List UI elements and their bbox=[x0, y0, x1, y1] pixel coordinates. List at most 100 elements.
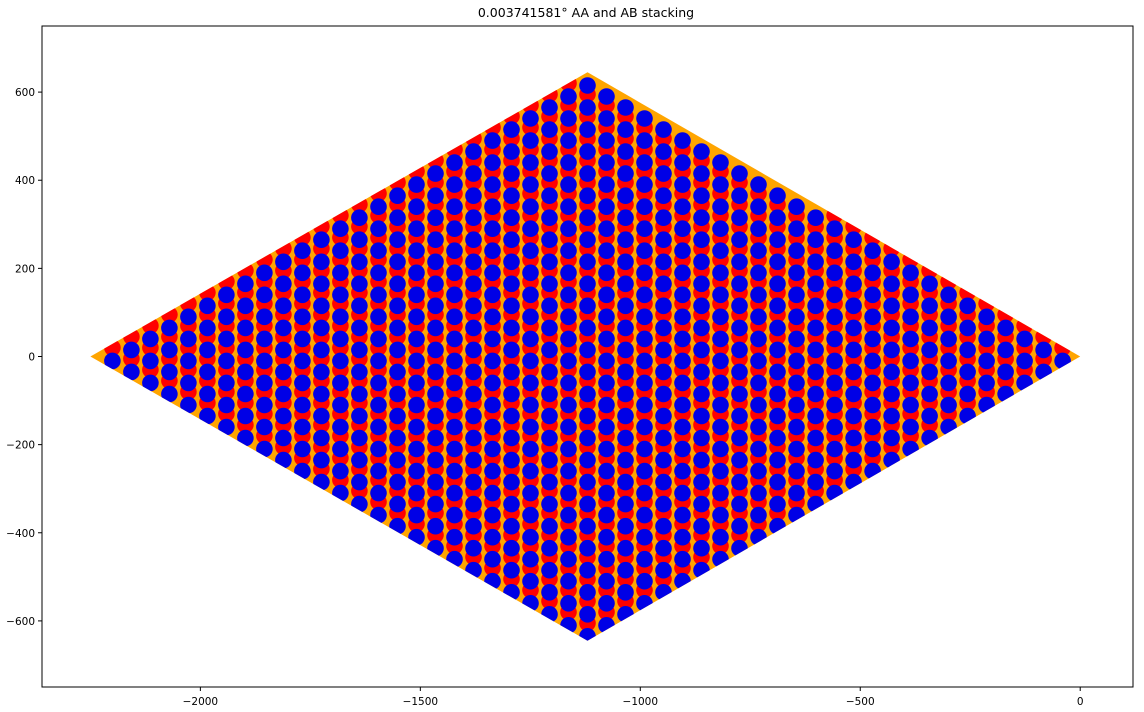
data-point bbox=[750, 506, 767, 524]
data-point bbox=[522, 418, 539, 436]
data-point bbox=[503, 187, 520, 204]
x-axis: −2000 −1500 −1000 −500 0 bbox=[183, 687, 1084, 708]
data-point bbox=[313, 319, 330, 337]
data-point bbox=[636, 440, 653, 458]
data-point bbox=[845, 297, 862, 315]
data-point bbox=[598, 198, 615, 215]
data-point bbox=[465, 561, 482, 579]
data-point bbox=[389, 407, 406, 425]
data-point bbox=[237, 297, 254, 315]
data-point bbox=[997, 341, 1014, 359]
data-point bbox=[731, 407, 748, 425]
data-point bbox=[427, 319, 444, 337]
data-point bbox=[674, 308, 691, 326]
data-point bbox=[636, 330, 653, 348]
data-point bbox=[256, 286, 273, 304]
data-point bbox=[598, 132, 615, 149]
data-point bbox=[446, 550, 463, 568]
data-point bbox=[959, 341, 976, 359]
data-point bbox=[389, 275, 406, 293]
data-point bbox=[446, 220, 463, 237]
data-point bbox=[617, 363, 634, 381]
data-point bbox=[579, 363, 596, 381]
data-point bbox=[750, 176, 767, 193]
data-point bbox=[807, 319, 824, 337]
data-point bbox=[1054, 352, 1071, 370]
data-point bbox=[522, 176, 539, 193]
data-point bbox=[446, 154, 463, 171]
data-point bbox=[883, 297, 900, 315]
data-point bbox=[560, 595, 577, 612]
data-point bbox=[617, 561, 634, 579]
data-point bbox=[826, 440, 843, 458]
data-point bbox=[617, 275, 634, 293]
data-point bbox=[389, 187, 406, 204]
data-point bbox=[180, 308, 197, 326]
data-point bbox=[579, 561, 596, 579]
data-point bbox=[598, 176, 615, 193]
data-point bbox=[351, 385, 368, 403]
data-point bbox=[864, 286, 881, 304]
data-point bbox=[351, 209, 368, 226]
data-point bbox=[655, 297, 672, 315]
data-point bbox=[617, 407, 634, 425]
data-point bbox=[199, 363, 216, 381]
data-point bbox=[788, 418, 805, 436]
data-point bbox=[750, 396, 767, 414]
data-point bbox=[712, 242, 729, 259]
data-point bbox=[617, 99, 634, 116]
data-point bbox=[427, 341, 444, 359]
data-point bbox=[541, 539, 558, 557]
data-point bbox=[522, 154, 539, 171]
data-point bbox=[693, 297, 710, 315]
data-point bbox=[579, 77, 596, 94]
data-point bbox=[484, 176, 501, 193]
data-point bbox=[921, 341, 938, 359]
data-point bbox=[712, 198, 729, 215]
data-point bbox=[769, 341, 786, 359]
data-point bbox=[921, 385, 938, 403]
data-point bbox=[256, 374, 273, 392]
data-point bbox=[484, 198, 501, 215]
data-point bbox=[826, 286, 843, 304]
data-point bbox=[465, 429, 482, 447]
data-point bbox=[541, 495, 558, 513]
data-point bbox=[807, 385, 824, 403]
data-point bbox=[313, 451, 330, 469]
data-point bbox=[788, 484, 805, 502]
series-2 bbox=[104, 77, 1071, 641]
data-point bbox=[522, 528, 539, 546]
data-point bbox=[788, 198, 805, 215]
data-point bbox=[655, 495, 672, 513]
data-point bbox=[636, 572, 653, 590]
chart-title: 0.003741581° AA and AB stacking bbox=[478, 5, 694, 20]
data-point bbox=[503, 121, 520, 138]
data-point bbox=[465, 275, 482, 293]
y-tick-label: 400 bbox=[15, 175, 35, 187]
data-point bbox=[237, 429, 254, 447]
data-point bbox=[465, 165, 482, 182]
data-point bbox=[560, 440, 577, 458]
data-point bbox=[655, 473, 672, 491]
data-point bbox=[503, 297, 520, 315]
data-point bbox=[237, 319, 254, 337]
data-point bbox=[199, 341, 216, 359]
data-point bbox=[845, 275, 862, 293]
data-point bbox=[959, 363, 976, 381]
data-point bbox=[294, 264, 311, 282]
data-point bbox=[351, 319, 368, 337]
data-point bbox=[617, 143, 634, 160]
data-point bbox=[1016, 374, 1033, 392]
data-point bbox=[484, 264, 501, 282]
data-point bbox=[598, 88, 615, 105]
data-point bbox=[864, 352, 881, 370]
data-point bbox=[503, 517, 520, 535]
data-point bbox=[655, 165, 672, 182]
data-point bbox=[655, 187, 672, 204]
data-point bbox=[294, 242, 311, 259]
data-point bbox=[883, 275, 900, 293]
data-point bbox=[541, 275, 558, 293]
data-point bbox=[522, 440, 539, 458]
data-point bbox=[750, 286, 767, 304]
data-point bbox=[408, 462, 425, 480]
